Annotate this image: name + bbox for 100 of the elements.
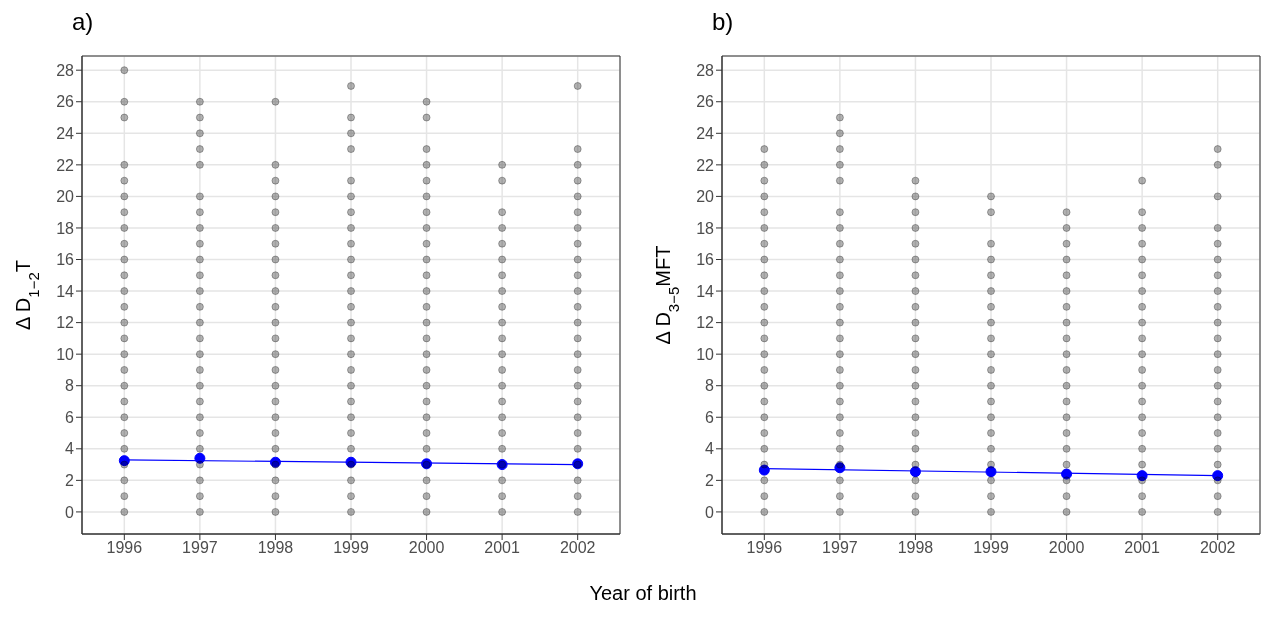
point: [422, 223, 431, 232]
point: [911, 381, 920, 390]
point: [987, 302, 995, 311]
point: [987, 192, 995, 201]
point: [1062, 334, 1071, 343]
point: [987, 271, 995, 280]
point: [835, 129, 844, 138]
point: [120, 271, 129, 280]
x-tick-label: 1999: [333, 539, 369, 557]
point: [498, 492, 507, 501]
point: [120, 176, 129, 185]
point: [1213, 365, 1222, 374]
point: [987, 334, 995, 343]
point: [1213, 287, 1222, 296]
x-tick-label: 2001: [1124, 539, 1161, 557]
point: [1062, 239, 1071, 248]
chart-title: b): [712, 8, 734, 36]
point: [422, 113, 431, 122]
point: [120, 381, 129, 390]
point: [1213, 429, 1222, 438]
point: [422, 302, 431, 311]
y-tick-label: 8: [705, 377, 715, 395]
y-tick-label: 6: [65, 408, 75, 426]
point: [987, 492, 995, 501]
point: [760, 223, 769, 232]
x-tick-label: 1996: [106, 539, 143, 557]
point: [573, 255, 582, 264]
point: [195, 413, 204, 422]
point: [1138, 255, 1147, 264]
point: [835, 287, 844, 296]
point: [120, 350, 129, 359]
point: [1138, 318, 1147, 327]
point: [347, 287, 355, 296]
y-tick-label: 28: [696, 61, 715, 79]
point: [573, 176, 582, 185]
point: [987, 476, 995, 485]
point: [573, 81, 582, 90]
point: [987, 413, 995, 422]
point: [271, 476, 280, 485]
point: [422, 444, 431, 453]
y-tick-label: 16: [696, 251, 715, 269]
point: [1061, 468, 1073, 480]
point: [498, 476, 507, 485]
point: [271, 160, 280, 169]
point: [120, 318, 129, 327]
point: [195, 287, 204, 296]
point: [911, 365, 920, 374]
y-tick-label: 22: [56, 156, 75, 174]
point: [347, 460, 355, 469]
point: [422, 239, 431, 248]
point: [758, 464, 770, 476]
point: [835, 176, 844, 185]
point: [1138, 176, 1147, 185]
point: [195, 302, 204, 311]
point: [271, 318, 280, 327]
point: [271, 223, 280, 232]
point: [422, 429, 431, 438]
y-tick-label: 20: [56, 188, 75, 206]
point: [987, 208, 995, 217]
point: [835, 444, 844, 453]
point: [120, 97, 129, 106]
point: [1213, 160, 1222, 169]
point: [573, 476, 582, 485]
point: [760, 476, 769, 485]
point: [573, 318, 582, 327]
point: [271, 208, 280, 217]
point: [760, 350, 769, 359]
point: [195, 476, 204, 485]
point: [347, 350, 355, 359]
point: [422, 208, 431, 217]
point: [271, 97, 280, 106]
point: [911, 192, 920, 201]
point: [1138, 271, 1147, 280]
point: [835, 302, 844, 311]
point: [1138, 302, 1147, 311]
point: [271, 460, 280, 469]
point: [835, 160, 844, 169]
point: [1138, 223, 1147, 232]
point: [347, 192, 355, 201]
point: [498, 318, 507, 327]
point: [573, 223, 582, 232]
point: [911, 176, 920, 185]
point: [835, 271, 844, 280]
point: [1062, 365, 1071, 374]
point: [1062, 318, 1071, 327]
point: [835, 223, 844, 232]
point: [120, 397, 129, 406]
point: [195, 460, 204, 469]
point: [573, 429, 582, 438]
point: [573, 365, 582, 374]
point: [573, 507, 582, 516]
point: [347, 429, 355, 438]
point: [498, 271, 507, 280]
point: [1213, 334, 1222, 343]
point: [760, 160, 769, 169]
point: [269, 456, 281, 468]
point: [1062, 255, 1071, 264]
point: [911, 302, 920, 311]
point: [1138, 429, 1147, 438]
point: [422, 397, 431, 406]
